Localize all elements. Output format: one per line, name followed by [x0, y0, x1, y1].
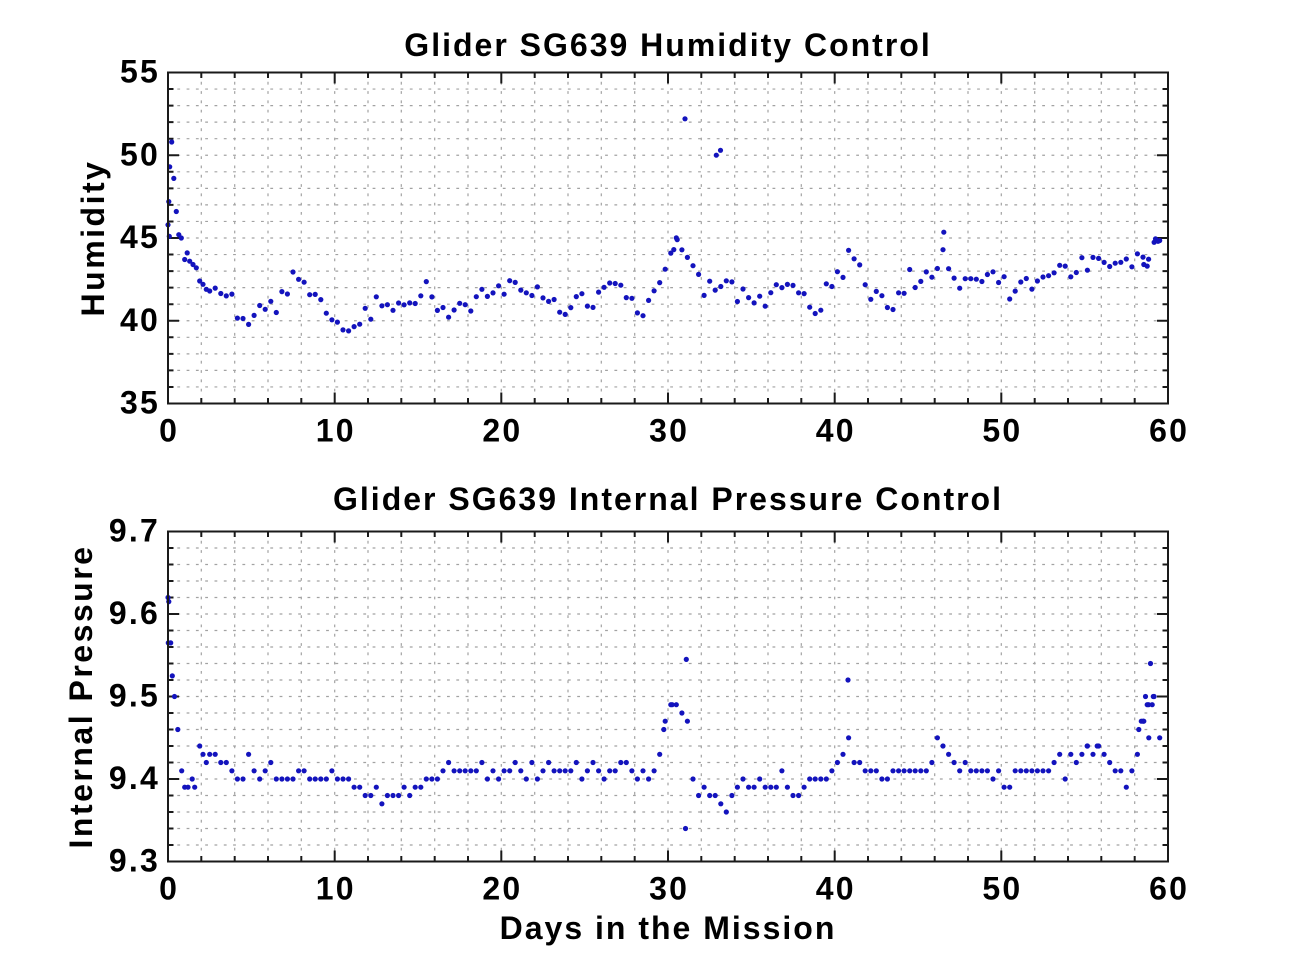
- svg-text:40: 40: [120, 302, 160, 338]
- svg-text:Glider SG639 Internal Pressure: Glider SG639 Internal Pressure Control: [333, 481, 1003, 517]
- svg-text:20: 20: [482, 413, 522, 449]
- svg-text:9.6: 9.6: [109, 595, 160, 631]
- svg-text:Days in the Mission: Days in the Mission: [500, 910, 837, 946]
- svg-text:60: 60: [1149, 413, 1189, 449]
- svg-text:Internal Pressure: Internal Pressure: [63, 545, 99, 849]
- svg-text:9.7: 9.7: [109, 513, 160, 549]
- svg-text:9.5: 9.5: [109, 678, 160, 714]
- svg-text:9.4: 9.4: [109, 760, 160, 796]
- svg-text:10: 10: [316, 413, 356, 449]
- svg-text:50: 50: [120, 136, 160, 172]
- svg-text:0: 0: [159, 413, 179, 449]
- svg-text:50: 50: [982, 871, 1022, 907]
- svg-text:10: 10: [316, 871, 356, 907]
- svg-text:20: 20: [482, 871, 522, 907]
- svg-text:50: 50: [982, 413, 1022, 449]
- svg-text:Glider SG639 Humidity Control: Glider SG639 Humidity Control: [404, 27, 931, 63]
- svg-text:40: 40: [816, 413, 856, 449]
- svg-text:40: 40: [816, 871, 856, 907]
- svg-text:30: 30: [649, 413, 689, 449]
- svg-text:45: 45: [120, 219, 160, 255]
- svg-text:55: 55: [120, 54, 160, 90]
- svg-text:0: 0: [159, 871, 179, 907]
- svg-text:35: 35: [120, 385, 160, 421]
- svg-text:60: 60: [1149, 871, 1189, 907]
- svg-text:Humidity: Humidity: [75, 160, 111, 317]
- svg-text:9.3: 9.3: [109, 843, 160, 879]
- svg-text:30: 30: [649, 871, 689, 907]
